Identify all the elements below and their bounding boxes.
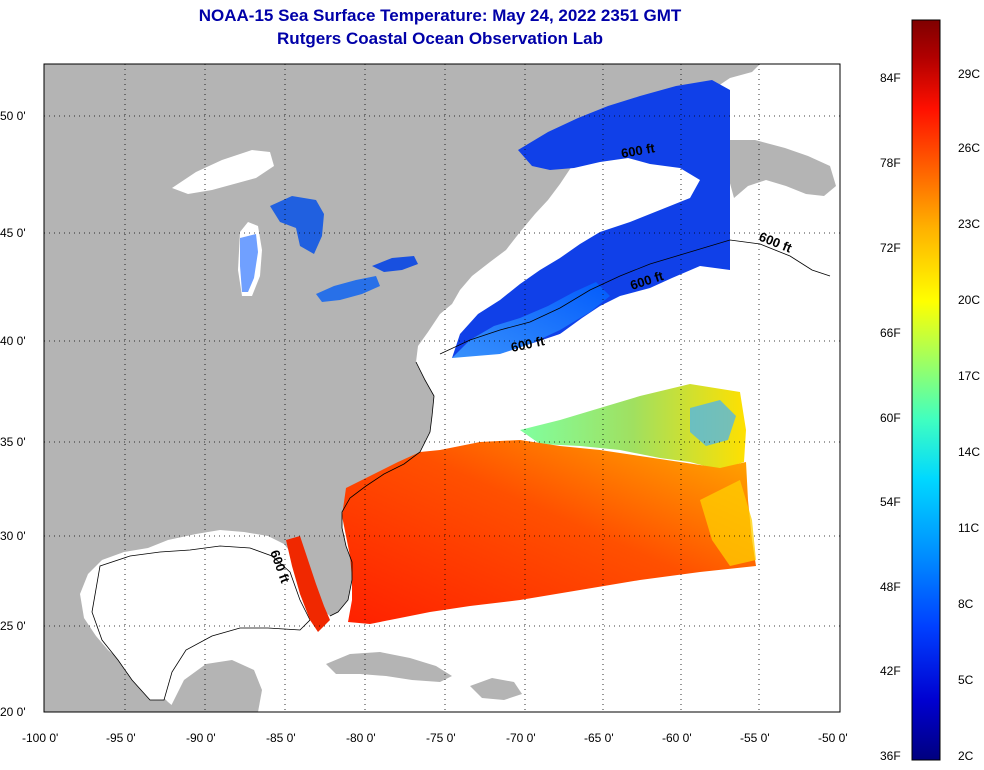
colorbar-c-label: 2C <box>958 749 974 763</box>
lon-label: -75 0' <box>426 731 456 745</box>
lake-superior <box>172 150 274 194</box>
colorbar-c-label: 23C <box>958 217 980 231</box>
land-cuba <box>326 652 452 682</box>
lat-label: 45 0' <box>0 226 26 240</box>
lake-michigan-sst <box>240 234 258 292</box>
gulf-shelf <box>91 545 311 701</box>
colorbar-c-label: 26C <box>958 141 980 155</box>
sst-yellow-edge <box>700 480 756 566</box>
lon-label: -70 0' <box>506 731 536 745</box>
lon-label: -100 0' <box>22 731 58 745</box>
map-border <box>43 63 841 713</box>
land-newfoundland <box>705 140 836 198</box>
lon-label: -95 0' <box>106 731 136 745</box>
lat-label: 25 0' <box>0 619 26 633</box>
lake-huron <box>270 196 324 254</box>
colorbar-c-label: 14C <box>958 445 980 459</box>
land-yucatan <box>168 660 262 712</box>
colorbar-f-label: 48F <box>880 580 901 594</box>
coastline <box>329 361 435 617</box>
lat-label: 40 0' <box>0 334 26 348</box>
sst-warm-swath <box>342 440 756 624</box>
lat-labels: 50 0' 45 0' 40 0' 35 0' 30 0' 25 0' 20 0… <box>0 109 26 719</box>
lat-label: 35 0' <box>0 435 26 449</box>
colorbar-f-labels: 84F 78F 72F 66F 60F 54F 48F 42F 36F <box>880 71 901 763</box>
sst-florida-strip <box>286 536 330 632</box>
colorbar-c-label: 5C <box>958 673 974 687</box>
map-title: NOAA-15 Sea Surface Temperature: May 24,… <box>198 6 682 25</box>
colorbar-c-labels: 29C 26C 23C 20C 17C 14C 11C 8C 5C 2C <box>958 67 980 763</box>
contour-label: 600 ft <box>620 140 657 161</box>
lon-label: -85 0' <box>266 731 296 745</box>
land-hispaniola <box>470 678 522 700</box>
colorbar-f-label: 66F <box>880 326 901 340</box>
lon-label: -55 0' <box>740 731 770 745</box>
shelf-contour <box>439 239 831 355</box>
colorbar <box>911 19 941 761</box>
lat-label: 20 0' <box>0 705 26 719</box>
colorbar-c-label: 29C <box>958 67 980 81</box>
colorbar-f-label: 42F <box>880 664 901 678</box>
lon-label: -90 0' <box>186 731 216 745</box>
colorbar-c-label: 20C <box>958 293 980 307</box>
colorbar-f-label: 84F <box>880 71 901 85</box>
lon-label: -80 0' <box>346 731 376 745</box>
colorbar-f-label: 54F <box>880 495 901 509</box>
contour-label: 600 ft <box>510 333 547 355</box>
colorbar-f-label: 72F <box>880 241 901 255</box>
lon-label: -65 0' <box>584 731 614 745</box>
colorbar-f-label: 60F <box>880 411 901 425</box>
sst-transition <box>520 384 746 470</box>
colorbar-c-label: 11C <box>958 521 979 535</box>
map-content <box>44 64 836 712</box>
colorbar-f-label: 36F <box>880 749 901 763</box>
lon-label: -50 0' <box>818 731 848 745</box>
land-north-america <box>44 64 760 712</box>
sst-cold-north <box>452 80 730 360</box>
sst-cool-eddy <box>690 400 736 446</box>
map-subtitle: Rutgers Coastal Ocean Observation Lab <box>277 29 603 48</box>
cloud-band <box>425 280 738 450</box>
colorbar-f-label: 78F <box>880 156 901 170</box>
lake-ontario <box>372 256 418 272</box>
lake-erie <box>316 276 380 302</box>
colorbar-c-label: 8C <box>958 597 974 611</box>
colorbar-c-label: 17C <box>958 369 980 383</box>
lon-labels: -100 0' -95 0' -90 0' -85 0' -80 0' -75 … <box>22 731 848 745</box>
lat-label: 50 0' <box>0 109 26 123</box>
lon-label: -60 0' <box>662 731 692 745</box>
lat-label: 30 0' <box>0 529 26 543</box>
